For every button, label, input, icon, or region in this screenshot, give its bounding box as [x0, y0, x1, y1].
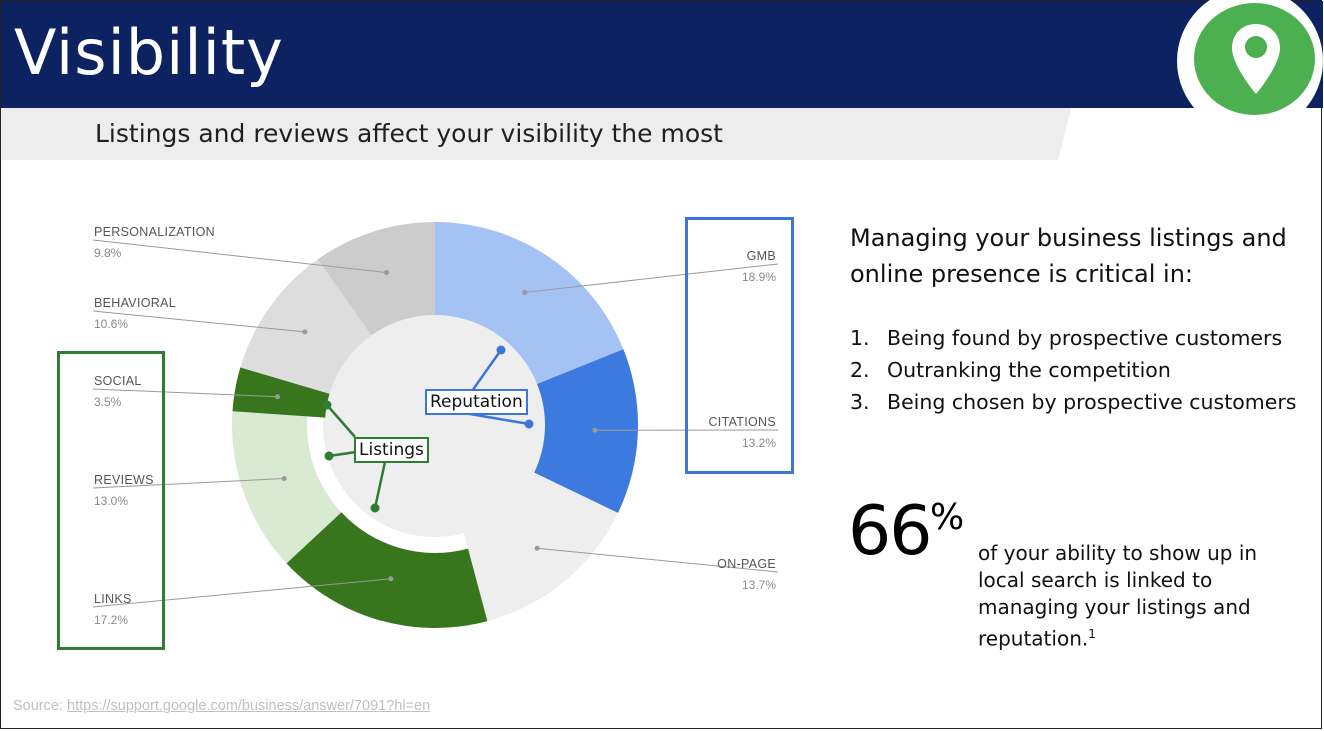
slice-value-links: 17.2%: [94, 613, 128, 627]
slice-label-reviews: REVIEWS: [94, 473, 154, 487]
slice-label-links: LINKS: [94, 592, 132, 606]
list-item: 1. Being found by prospective customers: [850, 326, 1283, 350]
slice-value-on-page: 13.7%: [742, 578, 776, 592]
slice-label-citations: CITATIONS: [708, 415, 776, 429]
subtitle-bar: [1, 108, 1071, 160]
source-line: Source: https://support.google.com/busin…: [13, 698, 431, 714]
group-connector-dot: [322, 400, 332, 410]
reputation-label: Reputation: [425, 389, 528, 415]
leader-line-links: [92, 578, 391, 608]
group-connector-dot: [370, 503, 380, 513]
group-connector-dot: [324, 451, 334, 461]
header-bar: [1, 1, 1323, 108]
leader-line-personalization: [92, 239, 387, 274]
leader-dot-reviews: [281, 476, 287, 482]
leader-dot-citations: [592, 427, 598, 433]
donut-chart: GMB 18.9% CITATIONS 13.2% ON-PAGE 13.7% LINKS 1…: [92, 222, 779, 628]
slice-label-behavioral: BEHAVIORAL: [94, 296, 176, 310]
slice-personalization: [317, 222, 435, 336]
source-link[interactable]: https://support.google.com/business/answ…: [67, 698, 431, 714]
benefits-list: 1. Being found by prospective customers 2…: [850, 326, 1296, 422]
list-item: 3. Being chosen by prospective customers: [850, 390, 1297, 414]
leader-dot-on-page: [534, 545, 540, 551]
slice-label-on-page: ON-PAGE: [717, 557, 776, 571]
slice-value-personalization: 9.8%: [94, 246, 122, 260]
stat-unit: %: [930, 497, 965, 538]
group-connector: [326, 404, 356, 438]
footnote-marker: 1: [1088, 627, 1096, 641]
leader-dot-links: [388, 576, 394, 582]
slice-value-gmb: 18.9%: [742, 270, 776, 284]
slice-label-personalization: PERSONALIZATION: [94, 225, 215, 239]
slice-social: [232, 367, 330, 418]
list-item: 2. Outranking the competition: [850, 358, 1171, 382]
map-pin-icon: [1232, 24, 1280, 94]
donut-center: [323, 313, 547, 537]
leader-dot-gmb: [522, 289, 528, 295]
leader-line-gmb: [524, 263, 779, 293]
slice-on-page: [463, 472, 618, 622]
right-heading: Managing your business listings and onli…: [850, 224, 1287, 288]
slice-links: [286, 512, 488, 628]
group-connector: [373, 461, 387, 509]
page-title: Visibility: [14, 16, 284, 89]
slice-value-reviews: 13.0%: [94, 494, 128, 508]
slice-behavioral: [240, 259, 372, 394]
leader-line-social: [92, 388, 278, 398]
leader-line-behavioral: [92, 310, 305, 333]
reputation-group-box: [685, 217, 794, 474]
listings-group-box: [57, 351, 165, 650]
stat-value: 66: [848, 492, 933, 571]
group-connector: [470, 349, 503, 392]
slice-gmb: [435, 222, 624, 384]
stat-description: of your ability to show up in local sear…: [978, 541, 1258, 651]
subtitle: Listings and reviews affect your visibil…: [95, 119, 723, 148]
group-connector: [328, 450, 357, 458]
slice-reviews: [232, 411, 342, 564]
slice-label-social: SOCIAL: [94, 374, 142, 388]
leader-line-on-page: [537, 547, 779, 573]
slice-label-gmb: GMB: [747, 249, 776, 263]
listings-label: Listings: [354, 437, 429, 463]
group-connector-dot: [496, 345, 506, 355]
leader-dot-personalization: [383, 270, 389, 276]
slice-citations: [534, 349, 638, 513]
slice-value-social: 3.5%: [94, 395, 122, 409]
group-connector-dot: [524, 419, 534, 429]
slice-value-behavioral: 10.6%: [94, 317, 128, 331]
leader-line-reviews: [92, 478, 285, 489]
slice-value-citations: 13.2%: [742, 436, 776, 450]
leader-dot-behavioral: [302, 329, 308, 335]
leader-dot-social: [275, 394, 281, 400]
